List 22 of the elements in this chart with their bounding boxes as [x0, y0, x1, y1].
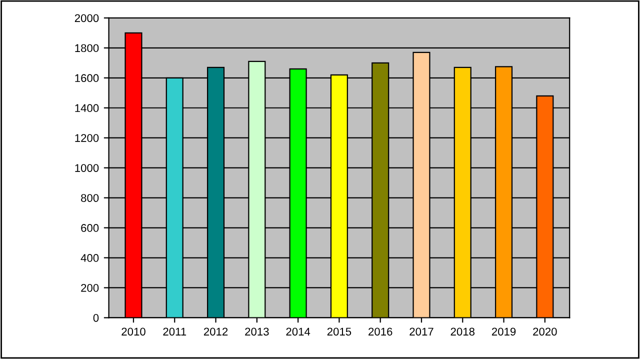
y-tick-label: 400 — [80, 254, 99, 262]
x-tick-label: 2020 — [533, 328, 557, 336]
x-tick-label: 2013 — [245, 328, 269, 336]
x-tick-label: 2010 — [122, 328, 146, 336]
y-tick-label: 1000 — [75, 164, 99, 172]
x-tick-label: 2017 — [410, 328, 434, 336]
x-tick-label: 2015 — [327, 328, 352, 336]
y-tick-label: 2000 — [74, 14, 99, 22]
y-tick-label: 1200 — [75, 134, 99, 142]
x-tick-label: 2012 — [204, 328, 228, 336]
y-tick-label: 200 — [81, 284, 99, 292]
y-tick-label: 600 — [81, 224, 99, 232]
y-tick-label: 1400 — [75, 104, 99, 112]
y-tick-label: 1800 — [75, 44, 99, 52]
x-tick-label: 2019 — [492, 328, 516, 336]
y-tick-label: 800 — [81, 194, 99, 202]
x-tick-label: 2018 — [450, 328, 475, 336]
x-tick-label: 2011 — [163, 328, 186, 336]
x-tick-label: 2016 — [368, 328, 392, 336]
y-tick-label: 1600 — [75, 74, 99, 82]
y-tick-label: 0 — [93, 314, 99, 322]
x-tick-label: 2014 — [286, 328, 310, 336]
